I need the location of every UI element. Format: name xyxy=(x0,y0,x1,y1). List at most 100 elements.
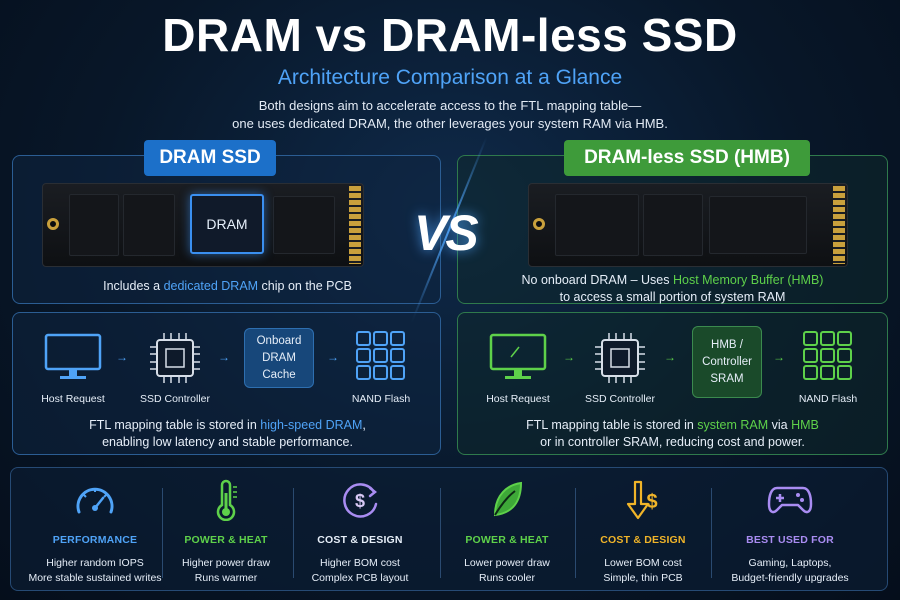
dram-ssd-caption: Includes a dedicated DRAM chip on the PC… xyxy=(20,278,435,295)
note-highlight: high-speed DRAM xyxy=(260,418,363,432)
leaf-icon xyxy=(493,481,523,517)
hmb-controller-sram-box: HMB / Controller SRAM xyxy=(692,326,762,398)
feature-power-heat-dramless: POWER & HEAT Lower power draw Runs coole… xyxy=(439,478,575,586)
note-text: FTL mapping table is stored in xyxy=(89,418,261,432)
cpu-chip-icon xyxy=(595,333,645,383)
feature-line: Lower power draw xyxy=(464,557,550,569)
feature-title: POWER & HEAT xyxy=(465,534,549,546)
caption-text: to access a small portion of system RAM xyxy=(559,290,786,304)
arrow-icon: → xyxy=(327,350,339,364)
nand-grid-icon xyxy=(803,331,852,380)
flow-host-request: Host Request xyxy=(41,393,105,405)
page-description: Both designs aim to accelerate access to… xyxy=(0,97,900,133)
arrow-icon: → xyxy=(218,350,230,364)
feature-performance: PERFORMANCE Higher random IOPS More stab… xyxy=(27,478,163,586)
dram-chip: DRAM xyxy=(190,194,264,254)
feature-cost-design-dram: $ COST & DESIGN Higher BOM cost Complex … xyxy=(292,478,428,586)
feature-title: BEST USED FOR xyxy=(746,534,834,546)
cache-label: Onboard xyxy=(256,334,302,347)
feature-divider xyxy=(711,488,712,578)
arrow-icon: → xyxy=(563,350,575,364)
controller-chip xyxy=(709,196,807,254)
caption-highlight: Host Memory Buffer (HMB) xyxy=(672,273,824,287)
feature-line: Complex PCB layout xyxy=(311,572,409,584)
svg-text:$: $ xyxy=(355,491,365,511)
dramless-flow-note: FTL mapping table is stored in system RA… xyxy=(460,417,885,451)
caption-text: Includes a xyxy=(103,279,164,293)
flow-host-request: Host Request xyxy=(486,393,550,405)
feature-line: Gaming, Laptops, xyxy=(748,557,832,569)
description-line-2: one uses dedicated DRAM, the other lever… xyxy=(232,116,668,131)
controller-chip xyxy=(273,196,335,254)
dram-flow-note: FTL mapping table is stored in high-spee… xyxy=(20,417,435,451)
note-text: enabling low latency and stable performa… xyxy=(102,435,353,449)
note-highlight: system RAM xyxy=(697,418,769,432)
feature-title: POWER & HEAT xyxy=(184,534,268,546)
cpu-chip-icon xyxy=(150,333,200,383)
nand-chip xyxy=(555,194,639,256)
m2-connector xyxy=(833,186,845,264)
dramless-ssd-caption: No onboard DRAM – Uses Host Memory Buffe… xyxy=(460,272,885,306)
thermometer-icon xyxy=(216,479,237,521)
m2-connector xyxy=(349,186,361,264)
flow-ssd-controller: SSD Controller xyxy=(139,393,211,405)
dollar-cycle-icon: $ xyxy=(343,483,378,518)
cache-label: Controller xyxy=(702,355,752,368)
note-text: or in controller SRAM, reducing cost and… xyxy=(540,435,805,449)
note-text: FTL mapping table is stored in xyxy=(526,418,698,432)
feature-title: COST & DESIGN xyxy=(317,534,403,546)
feature-line: Higher random IOPS xyxy=(46,557,144,569)
vs-label: VS xyxy=(414,205,479,261)
description-line-1: Both designs aim to accelerate access to… xyxy=(258,98,642,113)
monitor-icon xyxy=(489,333,547,379)
feature-divider xyxy=(575,488,576,578)
dollar-down-icon: $ xyxy=(626,480,658,520)
feature-line: Higher power draw xyxy=(181,557,271,569)
mounting-hole xyxy=(47,218,59,230)
nand-chip xyxy=(123,194,175,256)
note-highlight: HMB xyxy=(791,418,819,432)
feature-divider xyxy=(293,488,294,578)
nand-grid-icon xyxy=(356,331,405,380)
feature-line: Simple, thin PCB xyxy=(603,572,683,584)
dramless-ssd-board xyxy=(528,183,848,267)
flow-ssd-controller: SSD Controller xyxy=(584,393,656,405)
dramless-ssd-label: DRAM-less SSD (HMB) xyxy=(564,140,810,176)
note-text: , xyxy=(362,418,366,432)
cache-label: DRAM Cache xyxy=(262,351,296,381)
note-text: via xyxy=(768,418,792,432)
caption-text: No onboard DRAM – Uses xyxy=(521,273,673,287)
cache-label: HMB / xyxy=(711,338,743,351)
feature-line: Budget-friendly upgrades xyxy=(731,572,849,584)
gamepad-icon xyxy=(767,486,813,514)
feature-line: Higher BOM cost xyxy=(320,557,400,569)
feature-divider xyxy=(162,488,163,578)
feature-title: PERFORMANCE xyxy=(52,534,138,546)
arrow-icon: → xyxy=(773,350,785,364)
feature-cost-design-dramless: $ COST & DESIGN Lower BOM cost Simple, t… xyxy=(575,478,711,586)
feature-line: Runs warmer xyxy=(194,572,258,584)
arrow-icon: → xyxy=(116,350,128,364)
speedometer-icon xyxy=(76,487,114,514)
feature-line: Runs cooler xyxy=(478,572,536,584)
feature-comparison-strip xyxy=(10,467,888,591)
feature-power-heat-dram: POWER & HEAT Higher power draw Runs warm… xyxy=(158,478,294,586)
page-title: DRAM vs DRAM-less SSD xyxy=(162,9,738,61)
caption-highlight: dedicated DRAM xyxy=(163,279,259,293)
onboard-dram-cache-box: Onboard DRAM Cache xyxy=(244,328,314,388)
nand-chip xyxy=(643,194,703,256)
arrow-icon: → xyxy=(664,350,676,364)
cache-label: SRAM xyxy=(710,372,744,385)
mounting-hole xyxy=(533,218,545,230)
flow-nand-flash: NAND Flash xyxy=(351,393,411,405)
dram-ssd-label: DRAM SSD xyxy=(144,140,276,176)
feature-best-used-for: BEST USED FOR Gaming, Laptops, Budget-fr… xyxy=(722,478,858,586)
monitor-icon xyxy=(44,333,102,379)
feature-line: More stable sustained writes xyxy=(28,572,162,584)
feature-line: Lower BOM cost xyxy=(604,557,682,569)
page-subtitle: Architecture Comparison at a Glance xyxy=(277,66,623,89)
feature-divider xyxy=(440,488,441,578)
nand-chip xyxy=(69,194,119,256)
caption-text: chip on the PCB xyxy=(258,279,352,293)
svg-text:$: $ xyxy=(646,491,657,513)
